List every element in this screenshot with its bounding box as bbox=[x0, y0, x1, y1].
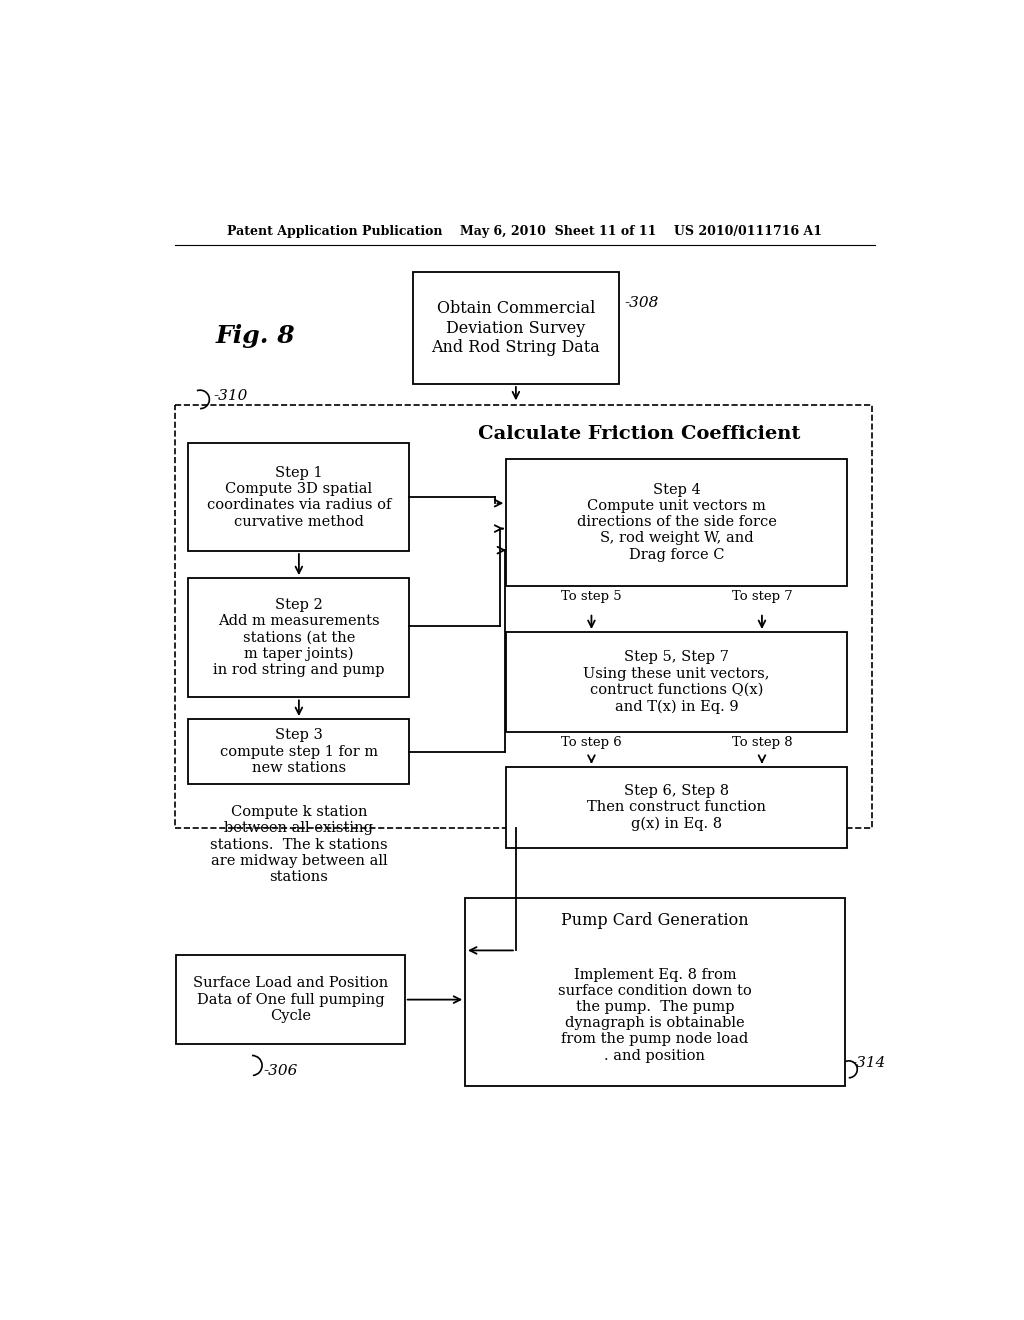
Text: Step 6, Step 8
Then construct function
g(x) in Eq. 8: Step 6, Step 8 Then construct function g… bbox=[587, 784, 766, 830]
Bar bbox=[506, 459, 847, 586]
Text: To step 7: To step 7 bbox=[731, 590, 793, 603]
Text: To step 8: To step 8 bbox=[731, 737, 793, 748]
Text: Surface Load and Position
Data of One full pumping
Cycle: Surface Load and Position Data of One fu… bbox=[193, 977, 388, 1023]
Text: Step 2
Add m measurements
stations (at the
m taper joints)
in rod string and pum: Step 2 Add m measurements stations (at t… bbox=[213, 598, 385, 677]
Text: Pump Card Generation: Pump Card Generation bbox=[561, 912, 749, 929]
Bar bbox=[188, 578, 410, 697]
Text: -310: -310 bbox=[213, 388, 248, 403]
Text: Step 4
Compute unit vectors m
directions of the side force
S, rod weight W, and
: Step 4 Compute unit vectors m directions… bbox=[577, 483, 776, 561]
Bar bbox=[465, 898, 845, 1086]
Text: Fig. 8: Fig. 8 bbox=[216, 323, 296, 347]
Text: Obtain Commercial
Deviation Survey
And Rod String Data: Obtain Commercial Deviation Survey And R… bbox=[431, 300, 600, 356]
Text: To step 6: To step 6 bbox=[561, 737, 622, 748]
Text: Step 1
Compute 3D spatial
coordinates via radius of
curvative method: Step 1 Compute 3D spatial coordinates vi… bbox=[207, 466, 391, 528]
Text: -314: -314 bbox=[851, 1056, 886, 1071]
Text: Patent Application Publication    May 6, 2010  Sheet 11 of 11    US 2010/0111716: Patent Application Publication May 6, 20… bbox=[227, 224, 822, 238]
Text: Implement Eq. 8 from
surface condition down to
the pump.  The pump
dynagraph is : Implement Eq. 8 from surface condition d… bbox=[558, 968, 752, 1063]
Text: -306: -306 bbox=[263, 1064, 298, 1078]
Bar bbox=[506, 632, 847, 733]
Text: Step 3
compute step 1 for m
new stations: Step 3 compute step 1 for m new stations bbox=[220, 729, 378, 775]
Bar bbox=[506, 767, 847, 847]
Text: Calculate Friction Coefficient: Calculate Friction Coefficient bbox=[478, 425, 801, 444]
Bar bbox=[174, 405, 872, 829]
Text: Step 5, Step 7
Using these unit vectors,
contruct functions Q(x)
and T(x) in Eq.: Step 5, Step 7 Using these unit vectors,… bbox=[584, 651, 770, 714]
Text: -308: -308 bbox=[625, 296, 659, 310]
Bar bbox=[188, 444, 410, 552]
Bar bbox=[176, 956, 404, 1044]
Text: To step 5: To step 5 bbox=[561, 590, 622, 603]
Bar bbox=[414, 272, 618, 384]
Text: Compute k station
between all existing
stations.  The k stations
are midway betw: Compute k station between all existing s… bbox=[210, 805, 388, 884]
Bar bbox=[188, 719, 410, 784]
